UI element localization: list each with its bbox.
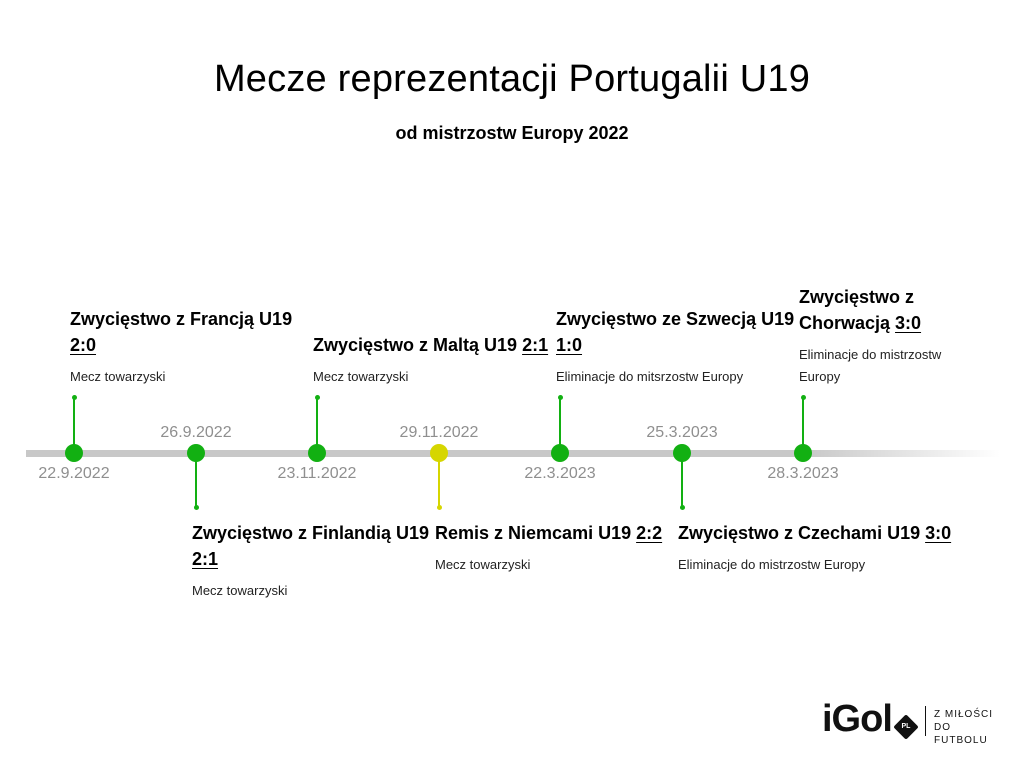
event-connector — [195, 453, 197, 508]
event-connector-end — [193, 505, 199, 510]
event-score: 3:0 — [925, 523, 952, 543]
page-title: Mecze reprezentacji Portugalii U19 — [213, 58, 811, 100]
event-connector-end — [436, 505, 442, 510]
event-connector — [802, 398, 804, 453]
event-connector-end — [800, 395, 806, 400]
event-card: Zwycięstwo z Chorwacją 3:0 Eliminacje do … — [799, 284, 974, 388]
event-date: 25.3.2023 — [646, 424, 718, 441]
event-card: Zwycięstwo z Maltą U19 2:1 Mecz towarzysk… — [313, 332, 553, 388]
event-date: 23.11.2022 — [277, 465, 357, 482]
page-subtitle: od mistrzostw Europy 2022 — [395, 123, 629, 143]
event-marker — [551, 444, 569, 462]
event-connector — [438, 453, 440, 508]
event-marker — [187, 444, 205, 462]
event-marker — [65, 444, 83, 462]
event-score: 3:0 — [895, 313, 922, 333]
event-date: 29.11.2022 — [399, 424, 479, 441]
event-type: Mecz towarzyski — [435, 557, 531, 572]
event-title: Zwycięstwo z Czechami U19 3:0 — [678, 520, 988, 546]
event-card: Zwycięstwo z Finlandią U19 2:1 Mecz towar… — [192, 520, 432, 602]
event-marker — [673, 444, 691, 462]
event-connector-end — [71, 395, 77, 400]
event-connector — [73, 398, 75, 453]
event-type: Eliminacje do mitsrzostw Europy — [556, 369, 744, 384]
event-title-text: Zwycięstwo z Czechami U19 — [678, 523, 926, 543]
logo-tagline: Z MIŁOŚCI DO FUTBOLU — [934, 708, 1002, 747]
event-type: Eliminacje do mistrzostw Europy — [678, 557, 866, 572]
event-title-text: Zwycięstwo z Francją U19 — [70, 309, 293, 329]
logo-tagline-line2: DO FUTBOLU — [934, 722, 988, 746]
event-connector — [316, 398, 318, 453]
event-type: Mecz towarzyski — [192, 583, 288, 598]
event-date: 26.9.2022 — [160, 424, 232, 441]
event-type: Mecz towarzyski — [313, 369, 409, 384]
event-title: Zwycięstwo ze Szwecją U19 1:0 — [556, 306, 796, 358]
event-title-text: Zwycięstwo z Maltą U19 — [313, 335, 523, 355]
event-card: Zwycięstwo ze Szwecją U19 1:0 Eliminacje … — [556, 306, 796, 388]
event-title: Zwycięstwo z Francją U19 2:0 — [70, 306, 310, 358]
logo-brand: iGol — [822, 698, 893, 740]
event-type: Eliminacje do mistrzostw Europy — [799, 347, 942, 384]
event-title-text: Remis z Niemcami U19 — [435, 523, 637, 543]
event-score: 1:0 — [556, 335, 583, 355]
event-connector — [559, 398, 561, 453]
event-card: Remis z Niemcami U19 2:2 Mecz towarzyski — [435, 520, 675, 576]
event-card: Zwycięstwo z Czechami U19 3:0 Eliminacje … — [678, 520, 988, 576]
event-connector — [681, 453, 683, 508]
event-title-text: Zwycięstwo z Finlandią U19 — [192, 523, 430, 543]
timeline-axis — [26, 450, 1000, 457]
event-score: 2:0 — [70, 335, 97, 355]
event-title: Remis z Niemcami U19 2:2 — [435, 520, 675, 546]
event-marker — [308, 444, 326, 462]
event-marker — [794, 444, 812, 462]
event-connector-end — [314, 395, 320, 400]
event-date: 22.3.2023 — [524, 465, 596, 482]
event-title-text: Zwycięstwo z Chorwacją — [799, 287, 915, 333]
event-score: 2:1 — [192, 549, 219, 569]
event-score: 2:2 — [636, 523, 663, 543]
event-card: Zwycięstwo z Francją U19 2:0 Mecz towarzy… — [70, 306, 310, 388]
event-title: Zwycięstwo z Finlandią U19 2:1 — [192, 520, 432, 572]
event-type: Mecz towarzyski — [70, 369, 166, 384]
logo-divider — [925, 706, 926, 736]
event-title-text: Zwycięstwo ze Szwecją U19 — [556, 309, 795, 329]
event-connector-end — [679, 505, 685, 510]
igol-logo: iGol PL Z MIŁOŚCI DO FUTBOLU — [822, 698, 1002, 747]
event-title: Zwycięstwo z Chorwacją 3:0 — [799, 284, 974, 336]
event-date: 28.3.2023 — [767, 465, 839, 482]
logo-badge-label: PL — [901, 723, 911, 730]
event-date: 22.9.2022 — [38, 465, 110, 482]
logo-tagline-line1: Z MIŁOŚCI — [934, 709, 994, 720]
event-title: Zwycięstwo z Maltą U19 2:1 — [313, 332, 553, 358]
logo-badge: PL — [893, 714, 919, 740]
event-marker — [430, 444, 448, 462]
event-connector-end — [557, 395, 563, 400]
event-score: 2:1 — [522, 335, 549, 355]
